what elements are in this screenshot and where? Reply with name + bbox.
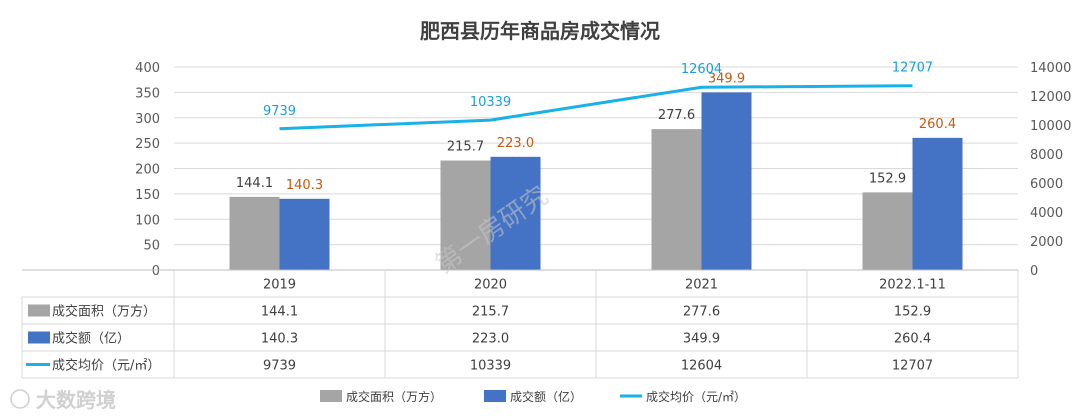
bar-area	[862, 192, 913, 270]
table-cell-value: 9739	[263, 359, 296, 374]
table-cell-value: 144.1	[261, 305, 298, 320]
table-series-name: 成交面积（万方）	[52, 304, 156, 320]
x-category-label: 2020	[474, 278, 507, 293]
y-right-tick-label: 6000	[1030, 177, 1063, 192]
legend-label: 成交面积（万方）	[346, 389, 442, 404]
line-data-label: 12707	[892, 61, 933, 76]
line-data-label: 10339	[470, 95, 511, 110]
y-left-tick-label: 200	[135, 163, 160, 178]
table-cell-value: 260.4	[894, 332, 931, 347]
y-right-tick-label: 8000	[1030, 148, 1063, 163]
bar-data-label: 349.9	[708, 71, 745, 86]
x-category-label: 2021	[685, 278, 718, 293]
table-cell-value: 12707	[892, 359, 933, 374]
legend: 成交面积（万方） 成交额（亿） 成交均价（元/㎡）	[320, 389, 746, 404]
y-left-tick-label: 100	[135, 213, 160, 228]
bar-area	[651, 129, 702, 270]
table-cell-value: 277.6	[683, 305, 720, 320]
logo-text: 大数跨境	[36, 388, 116, 412]
logo-icon	[10, 389, 30, 409]
y-left-tick-label: 300	[135, 112, 160, 127]
bar-data-label: 144.1	[236, 176, 273, 191]
bar-data-label: 215.7	[447, 140, 484, 155]
bar-amount	[279, 198, 330, 270]
table-cell-value: 223.0	[472, 332, 509, 347]
bar-area	[440, 160, 491, 270]
table-cell-value: 140.3	[261, 332, 298, 347]
bar-area	[229, 196, 280, 270]
right-axis-ticks: 0 2000 4000 6000 8000 10000 12000 14000	[1030, 61, 1071, 279]
y-left-tick-label: 0	[152, 264, 160, 279]
table-cell-value: 152.9	[894, 305, 931, 320]
table-cell-value: 12604	[681, 359, 722, 374]
legend-key	[484, 390, 506, 402]
bar-data-label: 260.4	[919, 117, 956, 132]
line-data-label: 12604	[681, 62, 722, 77]
data-table: 2019 2020 2021 2022.1-11 成交面积（万方） 144.1 215.7 2…	[21, 269, 1019, 379]
price-line	[279, 84, 913, 131]
chart-title: 肥西县历年商品房成交情况	[420, 19, 660, 43]
legend-label: 成交均价（元/㎡）	[646, 389, 746, 404]
y-left-tick-label: 400	[135, 61, 160, 76]
y-left-tick-label: 50	[143, 239, 160, 254]
y-right-tick-label: 2000	[1030, 235, 1063, 250]
table-series-name: 成交额（亿）	[52, 331, 130, 347]
x-category-label: 2019	[263, 278, 296, 293]
table-series-name: 成交均价（元/㎡）	[52, 358, 160, 374]
y-left-tick-label: 150	[135, 188, 160, 203]
bar-amount	[912, 137, 963, 270]
table-cell-value: 10339	[470, 359, 511, 374]
bars	[229, 92, 963, 270]
bar-data-label: 223.0	[497, 136, 534, 151]
y-left-tick-label: 350	[135, 86, 160, 101]
y-left-tick-label: 250	[135, 137, 160, 152]
y-right-tick-label: 4000	[1030, 206, 1063, 221]
table-legend-key	[28, 304, 50, 317]
y-right-tick-label: 10000	[1030, 119, 1071, 134]
table-cell-value: 215.7	[472, 305, 509, 320]
data-labels: 144.1 215.7 277.6 152.9 140.3 223.0 349.9 260.4…	[236, 61, 956, 193]
y-right-tick-label: 14000	[1030, 61, 1071, 76]
legend-label: 成交额（亿）	[510, 389, 582, 404]
table-cell-value: 349.9	[683, 332, 720, 347]
corner-logo: 大数跨境	[10, 388, 116, 412]
price-line-path	[279, 84, 913, 131]
line-data-label: 9739	[263, 104, 296, 119]
bar-data-label: 277.6	[658, 108, 695, 123]
bar-amount	[490, 156, 541, 270]
legend-key	[320, 390, 342, 402]
bar-data-label: 152.9	[869, 171, 906, 186]
x-category-label: 2022.1-11	[879, 278, 946, 293]
y-right-tick-label: 12000	[1030, 90, 1071, 105]
y-right-tick-label: 0	[1030, 264, 1038, 279]
table-legend-key	[28, 331, 50, 344]
bar-amount	[701, 92, 752, 270]
bar-data-label: 140.3	[286, 178, 323, 193]
left-axis-ticks: 0 50 100 150 200 250 300 350 400	[135, 61, 160, 279]
